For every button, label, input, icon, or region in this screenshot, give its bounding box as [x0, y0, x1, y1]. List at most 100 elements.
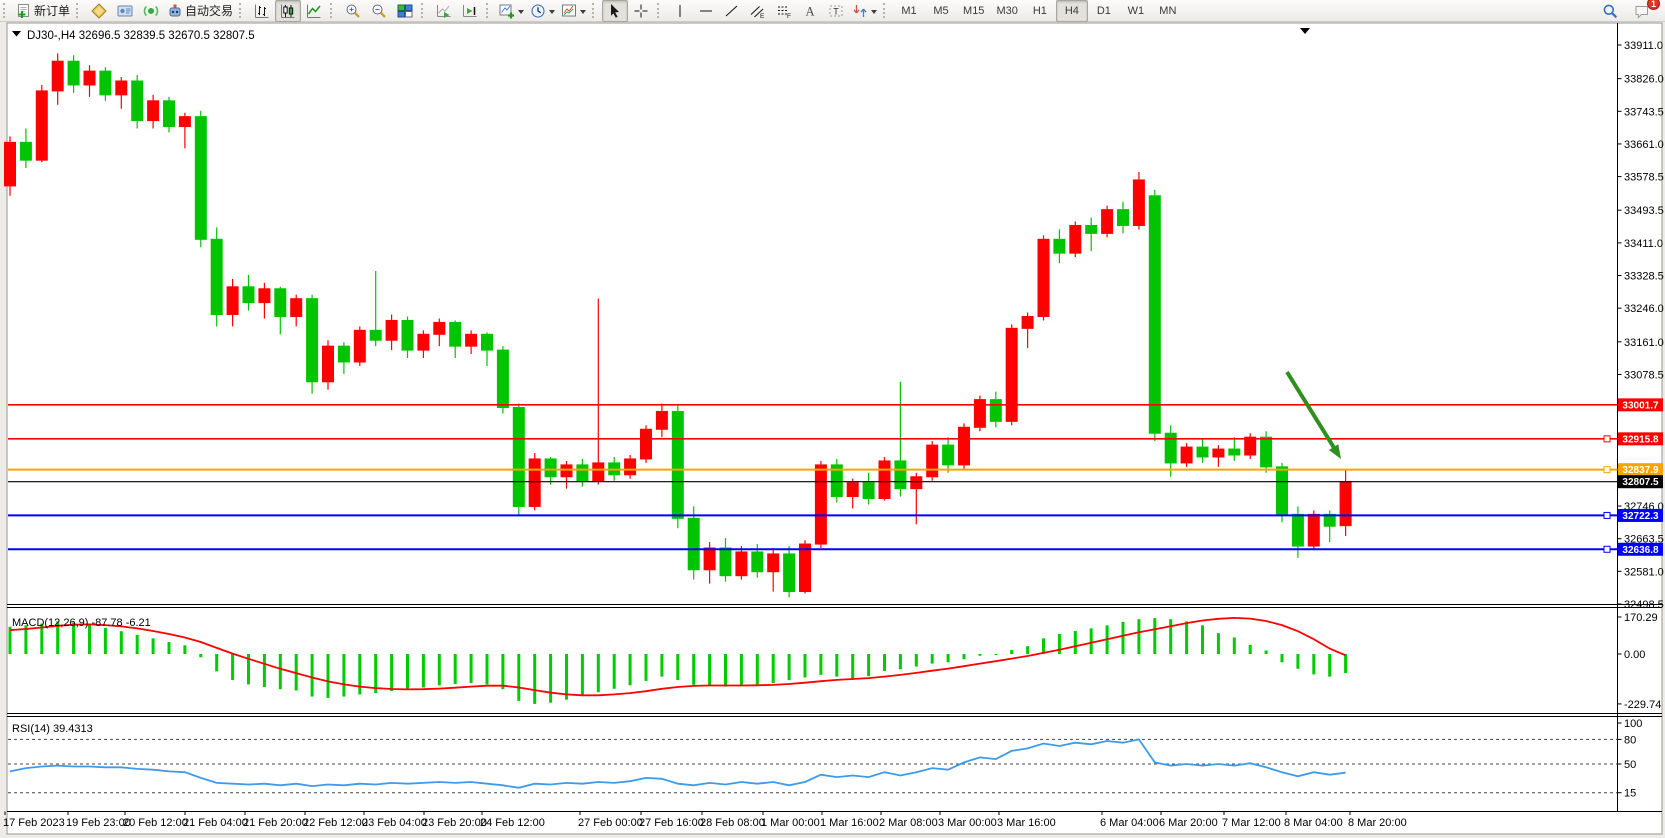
timeframe-H1[interactable]: H1: [1024, 0, 1056, 22]
auto-trading-button[interactable]: 自动交易: [164, 0, 236, 22]
timeframe-M5[interactable]: M5: [925, 0, 957, 22]
hline-32837.9[interactable]: 32837.9: [8, 463, 1663, 477]
zoom-in-icon: [345, 3, 361, 19]
time-axis-label: 21 Feb 20:00: [243, 817, 308, 829]
rsi-axis-label: 100: [1624, 718, 1642, 730]
toolbar-grip[interactable]: [421, 3, 427, 18]
chart-menu-icon[interactable]: [1300, 28, 1310, 34]
toolbar-grip[interactable]: [76, 3, 82, 18]
arrows-button[interactable]: [849, 0, 880, 22]
zoom-out-button[interactable]: [366, 0, 392, 22]
time-axis-label: 28 Feb 08:00: [700, 817, 765, 829]
toolbar-grip[interactable]: [883, 3, 889, 18]
timeframe-H1-label: H1: [1032, 4, 1047, 17]
chart-shift-button[interactable]: [457, 0, 483, 22]
search-button[interactable]: [1597, 0, 1623, 22]
price-badge: [1618, 475, 1663, 489]
timeframe-W1-label: W1: [1127, 4, 1145, 17]
price-axis-label: 33661.0: [1624, 139, 1664, 151]
toolbar-grip[interactable]: [330, 3, 336, 18]
hline-33001.7[interactable]: 33001.7: [8, 398, 1663, 412]
timeframe-MN[interactable]: MN: [1152, 0, 1184, 22]
candle: [1101, 205, 1114, 238]
signals-button[interactable]: [138, 0, 164, 22]
fibonacci-button[interactable]: F: [771, 0, 797, 22]
price-axis-label: 33493.5: [1624, 205, 1664, 217]
trend-arrow-annotation[interactable]: [1285, 370, 1341, 459]
candle: [449, 320, 462, 359]
candle: [862, 472, 875, 505]
navigator-button[interactable]: [112, 0, 138, 22]
candle: [624, 454, 637, 479]
new-order-button[interactable]: 新订单: [13, 0, 73, 22]
symbol-dropdown-icon[interactable]: [12, 31, 21, 37]
timeframe-M1[interactable]: M1: [893, 0, 925, 22]
cursor-button[interactable]: [602, 0, 629, 22]
timeframe-M15[interactable]: M15: [957, 0, 990, 22]
candlestick-chart-button[interactable]: [275, 0, 302, 22]
time-axis-label: 7 Mar 12:00: [1222, 817, 1281, 829]
candle: [433, 318, 446, 347]
macd-axis: 170.29 0.00 -229.74: [1617, 612, 1661, 711]
toolbar-grip[interactable]: [239, 3, 245, 18]
macd-axis-label: -229.74: [1624, 699, 1661, 711]
fibonacci-icon: F: [776, 3, 792, 19]
rsi-axis: 100 80 50 15: [1617, 718, 1642, 800]
rsi-axis-label: 50: [1624, 759, 1636, 771]
timeframe-W1[interactable]: W1: [1120, 0, 1152, 22]
chevron-down-icon[interactable]: [518, 10, 525, 17]
line-chart-button[interactable]: [301, 0, 327, 22]
templates-button[interactable]: [558, 0, 589, 22]
macd-signal-line: [9, 616, 1346, 697]
time-axis-label: 6 Mar 04:00: [1100, 817, 1159, 829]
equidistant-channel-button[interactable]: E: [745, 0, 771, 22]
market-watch-button[interactable]: [86, 0, 112, 22]
price-badge-label: 33001.7: [1622, 400, 1659, 411]
indicators-button[interactable]: [496, 0, 527, 22]
vertical-line-button[interactable]: [667, 0, 693, 22]
time-axis-label: 23 Feb 04:00: [362, 817, 427, 829]
periods-button[interactable]: [527, 0, 558, 22]
toolbar-grip[interactable]: [486, 3, 492, 18]
hline-32722.3[interactable]: 32722.3: [8, 508, 1663, 522]
search-icon: [1602, 3, 1618, 19]
toolbar-grip[interactable]: [657, 3, 663, 18]
time-axis-label: 22 Feb 12:00: [303, 817, 368, 829]
tile-windows-button[interactable]: [392, 0, 418, 22]
text-label-button[interactable]: T: [823, 0, 849, 22]
toolbar-grip[interactable]: [592, 3, 598, 18]
toolbar-grip[interactable]: [3, 3, 9, 18]
rsi-indicator-label: RSI(14) 39.4313: [12, 723, 93, 735]
autoscroll-button[interactable]: [431, 0, 457, 22]
chevron-down-icon[interactable]: [580, 10, 587, 17]
chevron-down-icon[interactable]: [549, 10, 556, 17]
timeframe-M15-label: M15: [963, 4, 985, 17]
crosshair-button[interactable]: [628, 0, 654, 22]
horizontal-line-button[interactable]: [693, 0, 719, 22]
candle: [131, 75, 144, 129]
hline-32915.8[interactable]: 32915.8: [8, 432, 1663, 446]
candle: [544, 456, 557, 485]
chat-button[interactable]: 1: [1629, 0, 1660, 22]
bar-chart-button[interactable]: [249, 0, 275, 22]
hline-32636.8[interactable]: 32636.8: [8, 542, 1663, 556]
timeframe-M5-label: M5: [933, 4, 949, 17]
price-badge: [1618, 463, 1663, 477]
price-badge: [1618, 542, 1663, 556]
timeframe-D1[interactable]: D1: [1088, 0, 1120, 22]
zoom-in-button[interactable]: [340, 0, 366, 22]
hline-32807.5[interactable]: 32807.5: [8, 475, 1663, 489]
chevron-down-icon[interactable]: [871, 10, 878, 17]
trendline-button[interactable]: [719, 0, 745, 22]
timeframe-H4[interactable]: H4: [1055, 0, 1088, 22]
candlestick-series: [4, 53, 1352, 598]
candle: [846, 478, 859, 509]
timeframe-M30[interactable]: M30: [990, 0, 1023, 22]
text-button[interactable]: A: [797, 0, 823, 22]
candle: [973, 395, 986, 432]
chart-client-area[interactable]: [6, 22, 1663, 835]
time-axis-label: 27 Feb 00:00: [578, 817, 643, 829]
candle: [83, 65, 96, 97]
candle: [640, 425, 652, 463]
